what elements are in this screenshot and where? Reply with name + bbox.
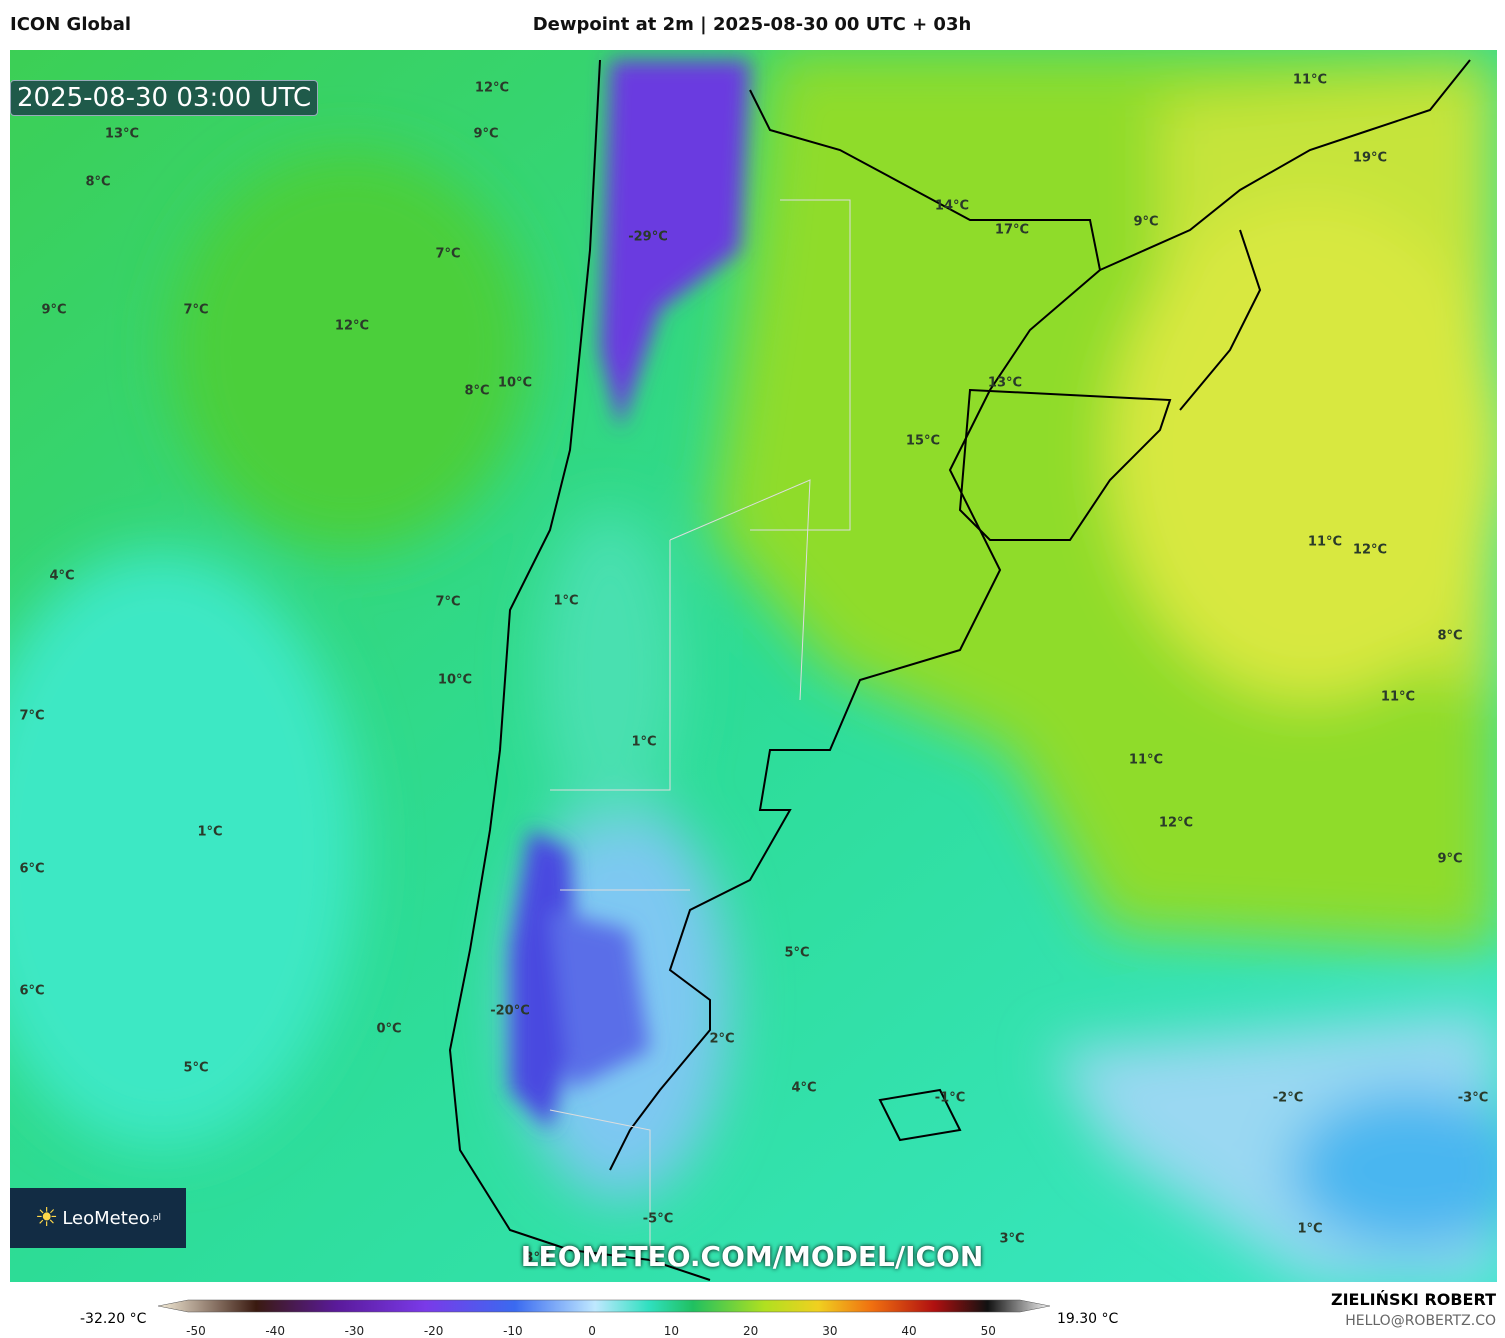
map-label: 0°C [376, 1021, 402, 1037]
map-label: 8°C [464, 383, 490, 399]
colorbar-tick-label: -30 [344, 1324, 365, 1338]
map [10, 50, 1497, 1282]
colorbar-max: 19.30 °C [1057, 1311, 1119, 1327]
map-label: -20°C [490, 1003, 530, 1019]
map-label: 7°C [435, 246, 461, 262]
map-label: 11°C [1128, 752, 1164, 768]
map-label: 6°C [19, 983, 45, 999]
map-label: 19°C [1352, 150, 1388, 166]
map-label: 11°C [1307, 534, 1343, 550]
map-label: 10°C [437, 672, 473, 688]
map-label: 1°C [197, 824, 223, 840]
map-label: 8°C [85, 174, 111, 190]
map-label: 11°C [1292, 72, 1328, 88]
map-label: 11°C [1380, 689, 1416, 705]
map-label: 3°C [999, 1231, 1025, 1247]
map-label: 7°C [19, 708, 45, 724]
map-label: 12°C [1352, 542, 1388, 558]
logo-suffix: .pl [149, 1213, 161, 1223]
colorbar-tick-label: 0 [588, 1324, 596, 1338]
watermark: LEOMETEO.COM/MODEL/ICON [520, 1240, 984, 1273]
logo: ☀ LeoMeteo .pl [10, 1188, 186, 1248]
colorbar-tick-label: 50 [980, 1324, 996, 1338]
colorbar-tick-label: 10 [663, 1324, 679, 1338]
map-label: 13°C [104, 126, 140, 142]
map-label: 2°C [709, 1031, 735, 1047]
map-label: 15°C [905, 433, 941, 449]
timestamp: 2025-08-30 03:00 UTC [10, 80, 319, 116]
author: ZIELIŃSKI ROBERT [1330, 1290, 1496, 1309]
map-label: 5°C [784, 945, 810, 961]
map-title: Dewpoint at 2m | 2025-08-30 00 UTC + 03h [532, 14, 972, 35]
email: HELLO@ROBERTZ.CO [1345, 1313, 1496, 1329]
model-name: ICON Global [10, 14, 132, 35]
map-label: 1°C [1297, 1221, 1323, 1237]
colorbar-tick-label: 30 [822, 1324, 838, 1338]
map-label: 9°C [1437, 851, 1463, 867]
map-label: -5°C [642, 1211, 674, 1227]
colorbar-tick-label: -40 [265, 1324, 285, 1338]
map-label: 12°C [474, 80, 510, 96]
map-label: 12°C [334, 318, 370, 334]
map-label: 9°C [473, 126, 499, 142]
colorbar-tick-label: -50 [186, 1324, 206, 1338]
colorbar-min: -32.20 °C [80, 1311, 147, 1327]
map-label: 7°C [183, 302, 209, 318]
map-label: -2°C [1272, 1090, 1304, 1106]
colorbar-tick-label: 40 [901, 1324, 917, 1338]
map-label: 9°C [1133, 214, 1159, 230]
map-label: 4°C [49, 568, 75, 584]
map-label: -29°C [628, 229, 668, 245]
map-label: 3°C [524, 1250, 550, 1266]
map-label: 1°C [553, 593, 579, 609]
map-label: 6°C [19, 861, 45, 877]
colorbar-tick-label: -20 [423, 1324, 444, 1338]
map-label: 9°C [41, 302, 67, 318]
map-label: 1°C [631, 734, 657, 750]
map-label: -1°C [934, 1090, 966, 1106]
map-label: 13°C [987, 375, 1023, 391]
map-label: 17°C [994, 222, 1030, 238]
map-label: 8°C [1437, 628, 1463, 644]
map-label: 14°C [934, 198, 970, 214]
colorbar-tick-label: 20 [742, 1324, 759, 1338]
map-label: 4°C [791, 1080, 817, 1096]
map-label: -3°C [1457, 1090, 1489, 1106]
colorbar-tick-label: -10 [503, 1324, 523, 1338]
map-label: 7°C [435, 594, 461, 610]
map-label: 12°C [1158, 815, 1194, 831]
colorbar [158, 1299, 1050, 1313]
logo-name: LeoMeteo [62, 1207, 150, 1229]
map-label: 5°C [183, 1060, 209, 1076]
map-label: 10°C [497, 375, 533, 391]
